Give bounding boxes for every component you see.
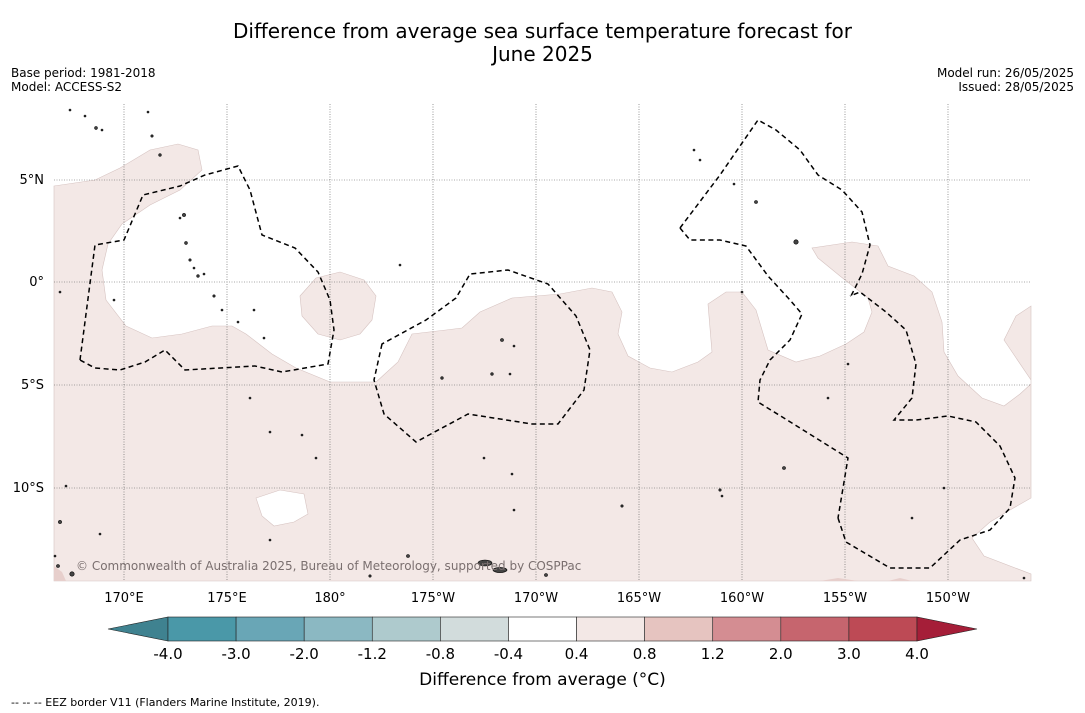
colorbar-tick-label: 2.0 bbox=[769, 645, 793, 663]
copyright-text: © Commonwealth of Australia 2025, Bureau… bbox=[76, 559, 581, 573]
colorbar-tick-label: -4.0 bbox=[153, 645, 182, 663]
colorbar-tick-label: 3.0 bbox=[837, 645, 861, 663]
lon-tick-175w: 175°W bbox=[411, 591, 455, 606]
title-line-2: June 2025 bbox=[492, 42, 593, 66]
meta-right: Model run: 26/05/2025 Issued: 28/05/2025 bbox=[937, 66, 1074, 94]
southern-patches bbox=[54, 566, 912, 581]
islands bbox=[53, 108, 1026, 580]
lat-tick-labels: 5°N 0° 5°S 10°S bbox=[13, 173, 44, 496]
colorbar-cell bbox=[371, 616, 441, 642]
lat-tick-5n: 5°N bbox=[20, 173, 45, 188]
lon-tick-165w: 165°W bbox=[617, 591, 661, 606]
colorbar-tick-label: 0.4 bbox=[565, 645, 589, 663]
anomaly-patch bbox=[299, 271, 377, 341]
lon-tick-175e: 175°E bbox=[207, 591, 247, 606]
colorbar-cells bbox=[167, 616, 918, 642]
lat-tick-10s: 10°S bbox=[13, 481, 44, 496]
eez-borders bbox=[79, 119, 1016, 569]
lon-tick-150w: 150°W bbox=[926, 591, 970, 606]
map-panel: © Commonwealth of Australia 2025, Bureau… bbox=[53, 104, 1032, 582]
colorbar-under-arrow bbox=[107, 616, 169, 642]
colorbar-tick-label: -3.0 bbox=[221, 645, 250, 663]
lon-tick-180: 180° bbox=[314, 591, 345, 606]
colorbar-cell bbox=[235, 616, 305, 642]
gridlines bbox=[54, 104, 1031, 581]
colorbar-tick-label: -0.8 bbox=[426, 645, 455, 663]
chart-title: Difference from average sea surface temp… bbox=[0, 20, 1085, 66]
eez-border-tokelau bbox=[373, 269, 591, 443]
colorbar-cell bbox=[780, 616, 850, 642]
lon-tick-170e: 170°E bbox=[104, 591, 144, 606]
lat-tick-0: 0° bbox=[29, 275, 44, 290]
colorbar-tick-label: 4.0 bbox=[905, 645, 929, 663]
colorbar-cell bbox=[848, 616, 918, 642]
colorbar-tick-label: -2.0 bbox=[290, 645, 319, 663]
eez-footnote: -- -- -- EEZ border V11 (Flanders Marine… bbox=[11, 696, 320, 709]
eez-border-east bbox=[837, 291, 1016, 569]
colorbar-cell bbox=[440, 616, 509, 642]
title-line-1: Difference from average sea surface temp… bbox=[232, 19, 852, 43]
colorbar-tick-label: -0.4 bbox=[494, 645, 523, 663]
colorbar-cell bbox=[576, 616, 645, 642]
anomaly-region bbox=[53, 143, 1032, 582]
eez-border-line-islands bbox=[679, 119, 871, 299]
lat-tick-5s: 5°S bbox=[21, 378, 44, 393]
base-period-text: Base period: 1981-2018 bbox=[11, 66, 156, 80]
colorbar-tick-label: 0.8 bbox=[633, 645, 657, 663]
colorbar-cell bbox=[508, 616, 577, 642]
colorbar-cell bbox=[644, 616, 714, 642]
colorbar-tick-label: -1.2 bbox=[358, 645, 387, 663]
colorbar-label: Difference from average (°C) bbox=[419, 670, 666, 690]
colorbar-tick-labels: -4.0 -3.0 -2.0 -1.2 -0.8 -0.4 0.4 0.8 1.2 2.0 3.0 4… bbox=[153, 645, 929, 663]
colorbar-cell bbox=[167, 616, 237, 642]
issued-text: Issued: 28/05/2025 bbox=[958, 80, 1074, 94]
lon-tick-labels: 170°E 175°E 180° 175°W 170°W 165°W 160°W… bbox=[104, 591, 970, 606]
model-run-text: Model run: 26/05/2025 bbox=[936, 66, 1074, 80]
lon-tick-170w: 170°W bbox=[514, 591, 558, 606]
colorbar-over-arrow bbox=[916, 616, 978, 642]
lon-tick-160w: 160°W bbox=[720, 591, 764, 606]
neutral-hole bbox=[255, 489, 309, 527]
meta-left: Base period: 1981-2018 Model: ACCESS-S2 bbox=[11, 66, 156, 94]
eez-border-kiribati-gilbert bbox=[79, 165, 335, 373]
model-text: Model: ACCESS-S2 bbox=[11, 80, 123, 94]
colorbar: -4.0 -3.0 -2.0 -1.2 -0.8 -0.4 0.4 0.8 1.2 2.0 3.0 4… bbox=[107, 616, 978, 663]
eez-border-line-islands-west bbox=[679, 227, 849, 519]
colorbar-tick-label: 1.2 bbox=[701, 645, 725, 663]
lon-tick-155w: 155°W bbox=[823, 591, 867, 606]
colorbar-cell bbox=[712, 616, 782, 642]
colorbar-cell bbox=[303, 616, 373, 642]
